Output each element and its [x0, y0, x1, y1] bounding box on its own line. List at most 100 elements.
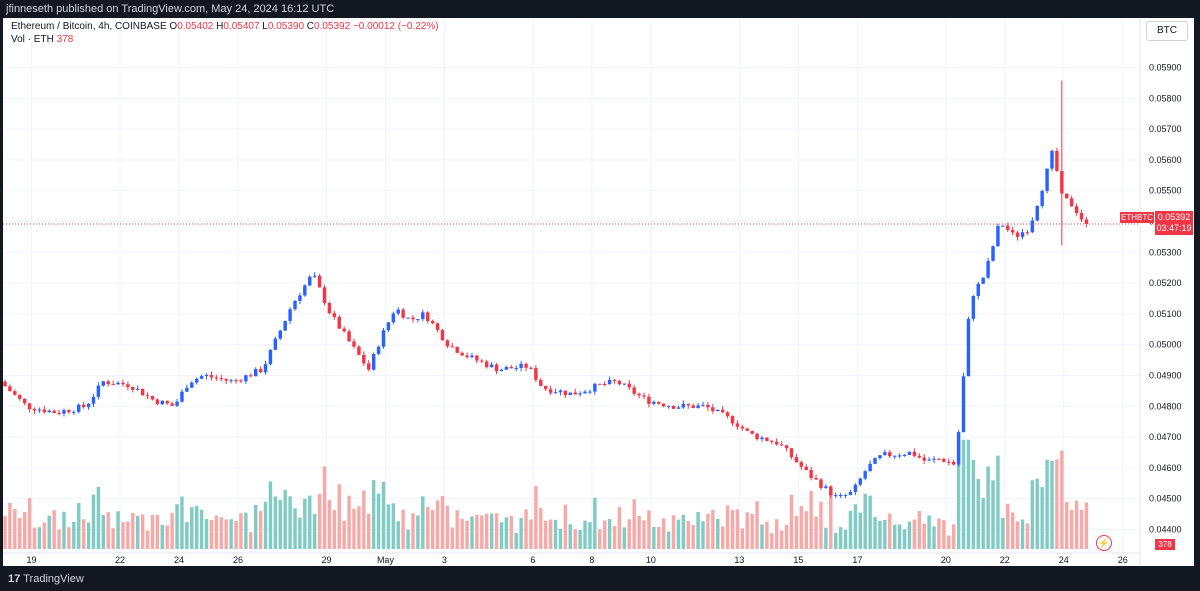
- volume-bar: [135, 516, 140, 549]
- volume-bar: [1045, 459, 1049, 549]
- candle-body: [666, 405, 671, 407]
- candle-body: [750, 430, 754, 434]
- volume-bar: [401, 509, 405, 549]
- volume-bar: [268, 481, 273, 549]
- volume-bar: [303, 498, 307, 549]
- volume-bar: [352, 508, 356, 549]
- candle-body: [578, 393, 582, 395]
- volume-bar: [499, 522, 504, 549]
- time-tick-label: May: [377, 555, 395, 565]
- currency-button[interactable]: BTC: [1146, 21, 1188, 41]
- volume-bar: [504, 517, 509, 549]
- last-price-tag: 0.05392 03:47:19: [1155, 211, 1193, 235]
- volume-bar: [730, 509, 735, 549]
- volume-bar: [553, 519, 558, 549]
- candle-body: [892, 455, 897, 457]
- volume-bar: [1001, 517, 1005, 549]
- publish-header: jfinneseth published on TradingView.com,…: [0, 0, 1200, 18]
- bolt-icon[interactable]: ⚡: [1096, 535, 1112, 551]
- candle-body: [86, 403, 91, 408]
- volume-bar: [52, 510, 56, 549]
- volume-bar: [642, 520, 646, 549]
- volume-bar: [86, 522, 91, 549]
- candle-body: [824, 486, 828, 488]
- candle-body: [165, 400, 169, 404]
- volume-bar: [548, 519, 553, 549]
- candle-body: [342, 328, 346, 332]
- candle-body: [367, 363, 371, 370]
- candle-body: [794, 457, 799, 463]
- candle-body: [976, 283, 980, 297]
- volume-bar: [77, 503, 81, 549]
- volume-bar: [789, 494, 794, 549]
- candle-body: [371, 353, 376, 370]
- volume-bar: [666, 531, 671, 549]
- volume-bar: [1079, 509, 1084, 549]
- candle-body: [460, 352, 464, 356]
- volume-bar: [1020, 519, 1025, 549]
- candle-body: [775, 441, 779, 445]
- volume-bar: [991, 480, 995, 549]
- candle-body: [514, 367, 518, 369]
- volume-bar: [239, 513, 243, 549]
- volume-bar: [121, 521, 125, 549]
- volume-bar: [1055, 459, 1059, 549]
- volume-bar: [308, 495, 312, 549]
- candle-body: [268, 349, 273, 365]
- time-tick-label: 6: [530, 555, 535, 565]
- candle-body: [642, 395, 646, 397]
- volume-bar: [750, 514, 754, 549]
- volume-bar: [971, 460, 976, 549]
- candle-body: [873, 458, 877, 464]
- time-tick-label: 20: [941, 555, 951, 565]
- candle-body: [234, 380, 238, 382]
- volume-bar: [1030, 480, 1035, 549]
- volume-bar: [888, 513, 892, 549]
- volume-bar: [450, 527, 455, 549]
- volume-bar: [101, 514, 106, 549]
- volume-bar: [234, 521, 238, 549]
- volume-bar: [67, 527, 71, 549]
- time-tick-label: 3: [442, 555, 447, 565]
- candle-body: [961, 376, 966, 433]
- volume-bar: [824, 527, 828, 549]
- volume-bar: [804, 511, 808, 549]
- candle-body: [465, 355, 469, 358]
- candle-body: [912, 451, 917, 456]
- tradingview-logo-name: TradingView: [23, 573, 84, 585]
- volume-bar: [937, 518, 941, 549]
- candle-body: [22, 398, 27, 404]
- volume-bar: [961, 439, 966, 549]
- candle-body: [219, 378, 224, 380]
- volume-bar: [199, 509, 204, 549]
- volume-bar: [13, 509, 17, 549]
- close-value: 0.05392: [314, 21, 351, 32]
- volume-bar: [229, 519, 233, 549]
- price-chart[interactable]: 0.04400 0.04500 0.04600 0.04700 0.04800 0.049…: [3, 18, 1194, 566]
- volume-bar: [701, 521, 705, 549]
- candle-body: [391, 313, 396, 323]
- close-label: C: [306, 21, 315, 32]
- volume-bar: [637, 515, 641, 549]
- volume-bar: [716, 518, 720, 549]
- volume-bar: [62, 511, 66, 549]
- volume-bar: [843, 529, 848, 549]
- volume-bar: [696, 511, 700, 549]
- candle-body: [1015, 232, 1020, 237]
- volume-bar: [22, 511, 27, 549]
- volume-bar: [288, 496, 292, 549]
- chart-area[interactable]: 0.04400 0.04500 0.04600 0.04700 0.04800 0.049…: [3, 18, 1194, 566]
- volume-bar: [976, 479, 980, 549]
- candle-body: [745, 428, 749, 431]
- volume-bar: [745, 512, 749, 549]
- candle-body: [691, 405, 695, 408]
- volume-bar: [784, 524, 789, 549]
- candle-body: [91, 396, 96, 404]
- volume-bar: [18, 518, 22, 549]
- candle-body: [416, 319, 420, 321]
- volume-bar: [725, 505, 730, 549]
- volume-bar: [814, 516, 818, 549]
- candle-body: [573, 392, 577, 395]
- tradingview-logo[interactable]: 17 TradingView: [8, 573, 84, 585]
- candle-body: [711, 407, 715, 412]
